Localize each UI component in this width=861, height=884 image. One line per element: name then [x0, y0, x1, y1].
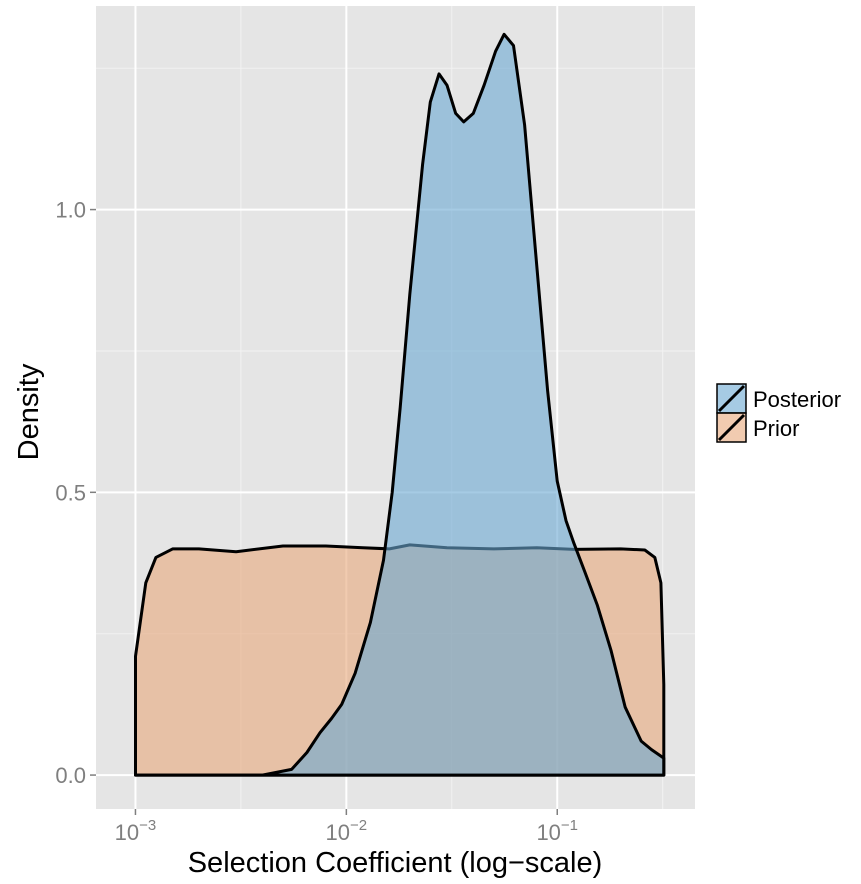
- legend-label-posterior: Posterior: [753, 387, 841, 412]
- legend-key-slash: [717, 413, 746, 442]
- x-axis-ticks: 10−3 10−2 10−1: [115, 809, 578, 845]
- x-tick-exponent: −1: [561, 817, 578, 834]
- x-tick-base: 10: [115, 820, 139, 845]
- y-axis-title: Density: [13, 363, 45, 460]
- x-tick-exponent: −2: [350, 817, 367, 834]
- y-tick-label: 1.0: [55, 198, 86, 223]
- x-tick-base: 10: [536, 820, 560, 845]
- y-tick-label: 0.5: [55, 480, 86, 505]
- y-tick-label: 0.0: [55, 763, 86, 788]
- x-tick-label: 10−3: [115, 817, 157, 845]
- x-tick-base: 10: [326, 820, 350, 845]
- x-tick-label: 10−1: [536, 817, 578, 845]
- y-axis-ticks: 0.0 0.5 1.0: [55, 198, 96, 788]
- legend-key-slash: [717, 384, 746, 413]
- density-area-posterior: [134, 32, 666, 777]
- x-tick-label: 10−2: [326, 817, 368, 845]
- legend-label-prior: Prior: [753, 416, 799, 441]
- legend-item-prior: Prior: [716, 412, 799, 443]
- x-axis-title: Selection Coefficient (log−scale): [188, 847, 603, 879]
- density-areas: [134, 32, 666, 777]
- legend: Posterior Prior: [716, 383, 841, 443]
- x-tick-exponent: −3: [139, 817, 156, 834]
- legend-item-posterior: Posterior: [716, 383, 841, 414]
